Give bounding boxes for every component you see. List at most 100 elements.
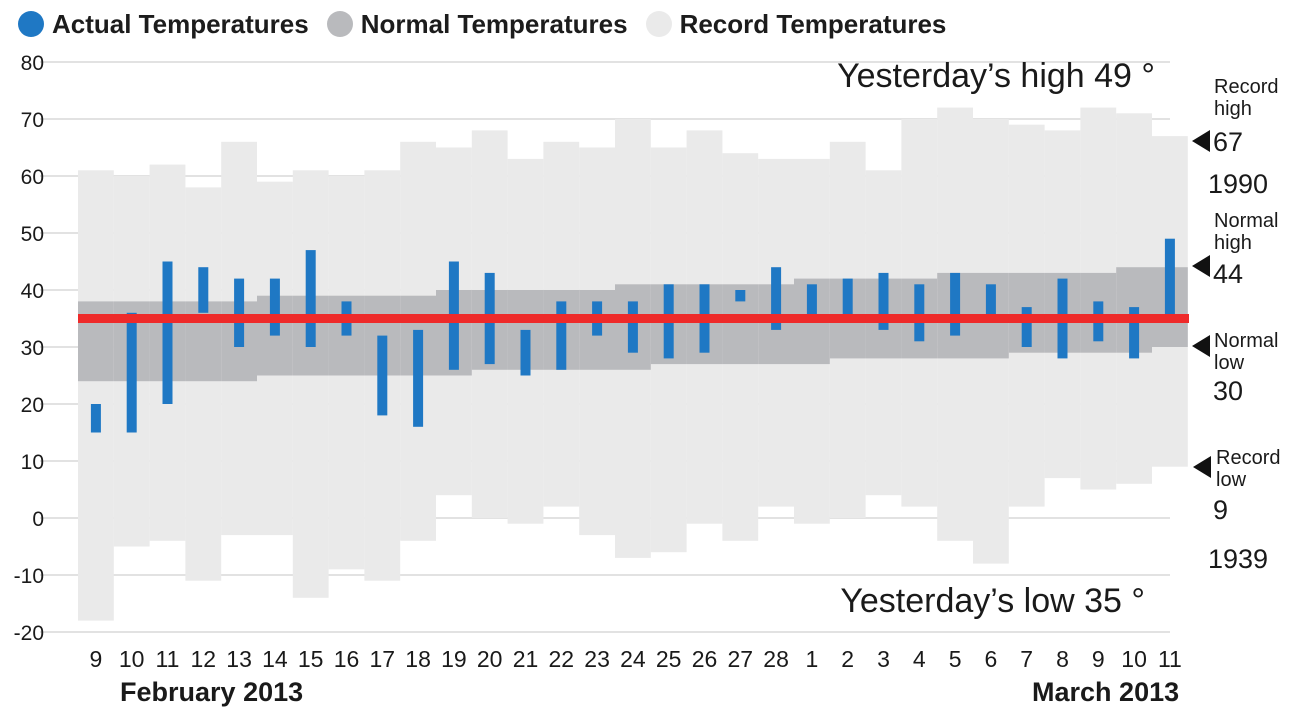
actual-bar [269, 278, 280, 336]
legend: Actual Temperatures Normal Temperatures … [18, 6, 964, 42]
month-label-march: March 2013 [1032, 677, 1179, 707]
x-tick-label: 21 [513, 646, 539, 672]
normal-bar [185, 301, 222, 382]
legend-label-normal: Normal Temperatures [360, 8, 628, 39]
yesterday-high-annotation: Yesterday’s high 49 ° [837, 57, 1155, 95]
actual-bar [377, 335, 388, 416]
legend-label-actual: Actual Temperatures [52, 8, 309, 39]
y-tick-label: 30 [21, 337, 44, 360]
legend-item-record: Record Temperatures [645, 9, 946, 40]
x-tick-label: 12 [191, 646, 217, 672]
y-tick-label: 10 [21, 451, 44, 474]
x-tick-label: 8 [1056, 646, 1069, 672]
normal-low-value: 30 [1213, 376, 1243, 406]
yesterday-low-annotation: Yesterday’s low 35 ° [840, 582, 1145, 620]
x-tick-label: 1 [806, 646, 819, 672]
actual-bar [413, 329, 424, 427]
normal-swatch-icon [326, 11, 353, 37]
y-tick-label: 70 [21, 109, 44, 132]
x-tick-label: 10 [1121, 646, 1147, 672]
record-high-year: 1990 [1208, 169, 1268, 199]
record-bar [292, 170, 329, 598]
actual-bar [520, 329, 531, 376]
x-axis-ticks: 9 10 11 12 13 14 15 16 17 18 19 20 21 22 23 24 25 26 27 28 1… [90, 646, 1182, 672]
x-tick-label: 14 [262, 646, 288, 672]
y-tick-label: -20 [14, 622, 44, 645]
actual-bar [735, 290, 746, 302]
x-tick-label: 17 [370, 646, 396, 672]
mar-month-text: March [1032, 677, 1112, 707]
y-tick-label: 0 [32, 508, 44, 531]
actual-bar [198, 267, 209, 313]
record-low-value: 9 [1213, 495, 1228, 525]
x-tick-label: 7 [1020, 646, 1033, 672]
record-high-marker-icon [1192, 130, 1210, 152]
actual-bar [1164, 238, 1175, 319]
x-tick-label: 22 [549, 646, 575, 672]
actual-bar [556, 301, 567, 370]
actual-bar [90, 404, 101, 433]
actual-bar [950, 272, 961, 336]
actual-bar [985, 284, 996, 319]
feb-year-text: 2013 [243, 677, 303, 707]
x-tick-label: 9 [90, 646, 103, 672]
actual-bar [162, 261, 173, 404]
record-low-label-1: Record [1216, 447, 1280, 469]
month-label-february: February 2013 [120, 677, 303, 707]
record-low-label-2: low [1216, 469, 1247, 491]
actual-bar [126, 312, 137, 433]
x-tick-label: 20 [477, 646, 503, 672]
y-tick-label: 50 [21, 223, 44, 246]
record-high-label-1: Record [1214, 76, 1278, 98]
normal-low-marker-icon [1192, 335, 1210, 357]
normal-high-label-1: Normal [1214, 210, 1278, 232]
actual-bar [234, 278, 245, 347]
feb-month-text: February [120, 677, 236, 707]
x-tick-label: 9 [1092, 646, 1105, 672]
x-tick-label: 5 [949, 646, 962, 672]
actual-bar [914, 284, 925, 342]
y-tick-label: 60 [21, 166, 44, 189]
actual-bar [771, 267, 782, 330]
actual-bar [305, 250, 316, 347]
actual-bar [1021, 307, 1032, 347]
record-bar [185, 187, 222, 581]
x-tick-label: 13 [226, 646, 252, 672]
x-tick-label: 6 [985, 646, 998, 672]
y-tick-label: 80 [21, 52, 44, 75]
record-low-marker-icon [1193, 456, 1211, 478]
x-tick-label: 27 [728, 646, 754, 672]
normal-low-label-1: Normal [1214, 330, 1278, 352]
x-tick-label: 2 [841, 646, 854, 672]
actual-swatch-icon [18, 11, 44, 37]
actual-bar [1129, 307, 1140, 359]
x-tick-label: 23 [584, 646, 610, 672]
mar-year-text: 2013 [1119, 677, 1179, 707]
normal-low-label-2: low [1214, 352, 1245, 374]
normal-high-marker-icon [1192, 255, 1210, 277]
x-tick-label: 16 [334, 646, 360, 672]
actual-bar [806, 284, 817, 319]
x-tick-label: 19 [441, 646, 467, 672]
x-tick-label: 15 [298, 646, 324, 672]
actual-bar [878, 272, 889, 330]
x-tick-label: 4 [913, 646, 926, 672]
x-tick-label: 11 [156, 646, 180, 672]
x-tick-label: 3 [877, 646, 890, 672]
x-tick-label: 28 [763, 646, 789, 672]
y-tick-label: -10 [14, 565, 44, 588]
x-tick-label: 18 [405, 646, 431, 672]
x-tick-label: 24 [620, 646, 646, 672]
x-tick-label: 26 [692, 646, 718, 672]
record-bar [78, 170, 114, 621]
legend-item-actual: Actual Temperatures [18, 9, 309, 40]
x-tick-label: 10 [119, 646, 145, 672]
x-tick-label: 11 [1158, 646, 1182, 672]
x-tick-label: 25 [656, 646, 682, 672]
y-tick-label: 20 [21, 394, 44, 417]
record-swatch-icon [645, 11, 672, 37]
record-high-value: 67 [1213, 127, 1243, 157]
y-axis-ticks: 80 70 60 50 40 30 20 10 0 -10 -20 [14, 52, 44, 645]
actual-bar [627, 301, 638, 353]
